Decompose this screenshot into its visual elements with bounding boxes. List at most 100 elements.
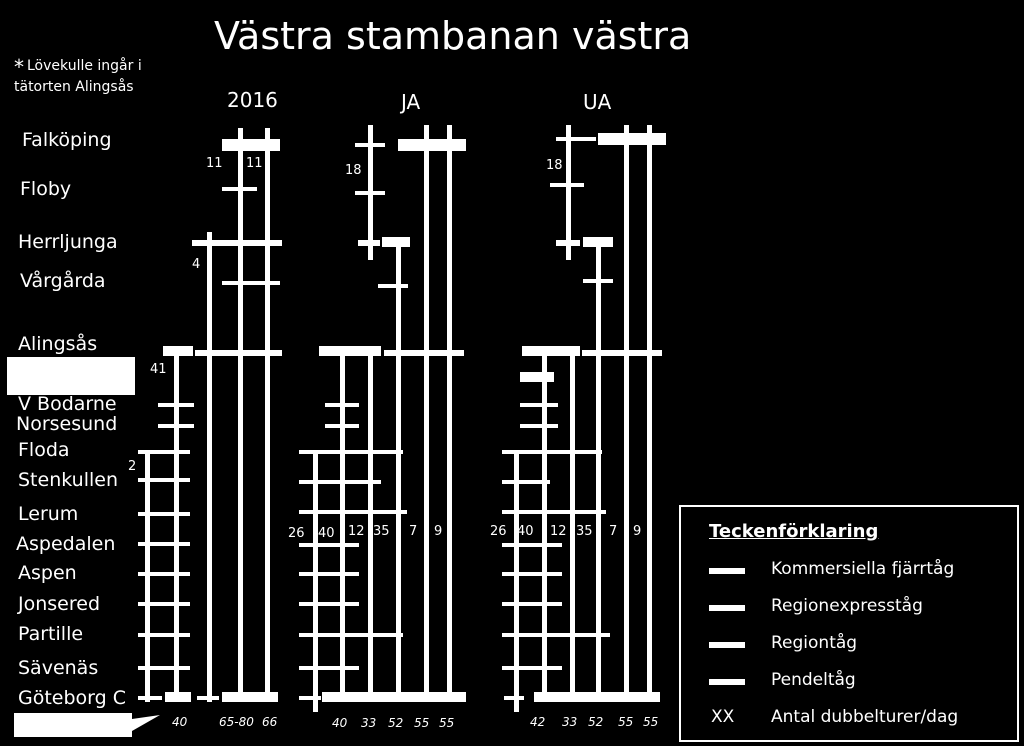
- station-label: Vårgårda: [20, 270, 106, 292]
- count-label: 9: [633, 524, 642, 539]
- bottom-count: 65-80: [219, 715, 254, 729]
- station-label: Alingsås: [18, 333, 98, 355]
- legend-row: Pendeltåg: [681, 668, 1017, 696]
- pendel-line: [570, 350, 575, 702]
- bottom-count: 42: [530, 715, 546, 729]
- legend-swatch: [709, 679, 745, 685]
- legend-label: Pendeltåg: [771, 670, 856, 690]
- note-line-2: tätorten Alingsås: [14, 79, 134, 95]
- station-tick: [598, 133, 666, 145]
- diagram-title: Västra stambanan västra: [214, 14, 692, 58]
- station-tick: [222, 281, 280, 285]
- legend-label: Kommersiella fjärrtåg: [771, 559, 955, 579]
- count-label: 26: [288, 526, 305, 541]
- bottom-count: 55: [643, 715, 659, 729]
- legend-label: Antal dubbelturer/dag: [771, 707, 959, 727]
- station-tick: [520, 424, 558, 428]
- station-tick: [582, 350, 662, 356]
- bottom-count: 55: [414, 716, 430, 730]
- station-tick: [138, 602, 190, 606]
- bottom-count: 55: [439, 716, 455, 730]
- station-label: Norsesund: [16, 413, 118, 435]
- legend-row: Regiontåg: [681, 631, 1017, 659]
- station-tick: [502, 480, 550, 484]
- station-tick: [319, 346, 381, 356]
- regional-line: [566, 125, 571, 260]
- count-label: 26: [490, 524, 507, 539]
- station-tick: [299, 602, 359, 606]
- station-tick: [299, 666, 359, 670]
- count-label: 7: [409, 524, 418, 539]
- station-tick: [358, 240, 380, 246]
- station-label: V Bodarne: [18, 393, 117, 415]
- station-tick: [556, 240, 580, 246]
- count-label: 40: [517, 524, 534, 539]
- regional-line: [207, 232, 212, 702]
- station-tick: [502, 450, 602, 454]
- pendel-line: [542, 350, 547, 702]
- station-tick: [299, 510, 407, 514]
- station-tick: [158, 424, 194, 428]
- station-tick: [138, 696, 162, 700]
- station-label: Partille: [18, 623, 84, 645]
- station-tick: [222, 692, 278, 702]
- station-tick: [556, 137, 596, 141]
- station-tick: [502, 572, 562, 576]
- legend-swatch: [709, 605, 745, 611]
- station-label: Sävenäs: [18, 657, 99, 679]
- count-label: 12: [550, 524, 567, 539]
- station-tick: [222, 139, 280, 151]
- count-label: 18: [345, 163, 362, 178]
- bottom-count: 40: [332, 716, 348, 730]
- pendel-line: [514, 450, 519, 712]
- station-label: Lerum: [18, 503, 79, 525]
- regional-line: [396, 240, 401, 702]
- station-tick: [504, 696, 524, 700]
- bottom-count: 52: [388, 716, 404, 730]
- station-tick: [197, 696, 219, 700]
- pendel-line: [340, 350, 345, 702]
- count-label: 12: [348, 524, 365, 539]
- station-tick: [138, 542, 190, 546]
- count-label: 35: [373, 524, 390, 539]
- legend-xx-symbol: XX: [711, 707, 735, 727]
- fjarr-line: [624, 125, 629, 702]
- fjarr-line: [647, 125, 652, 702]
- station-tick: [299, 633, 403, 637]
- station-tick: [520, 372, 554, 382]
- station-tick: [522, 346, 580, 356]
- pendel-line: [368, 350, 373, 702]
- bottom-count: 52: [588, 715, 604, 729]
- station-label: Floda: [18, 439, 70, 461]
- station-tick: [520, 403, 558, 407]
- station-label: Falköping: [22, 129, 112, 151]
- bottom-count: 40: [172, 715, 188, 729]
- station-tick: [583, 237, 613, 247]
- bottom-count: 66: [262, 715, 278, 729]
- legend-swatch: [709, 568, 745, 574]
- legend-label: Regiontåg: [771, 633, 858, 653]
- station-label: Stenkullen: [18, 469, 118, 491]
- fjarr-line: [447, 125, 452, 702]
- station-tick: [138, 666, 190, 670]
- count-label: 4: [192, 257, 201, 272]
- column-heading-ja: JA: [401, 90, 421, 114]
- bottom-count: 55: [618, 715, 634, 729]
- station-tick: [502, 510, 606, 514]
- train-line-diagram: [138, 125, 666, 712]
- station-tick: [138, 450, 190, 454]
- station-label: Jonsered: [18, 593, 101, 615]
- fjarr-line: [424, 125, 429, 702]
- station-label: Aspedalen: [16, 533, 116, 555]
- station-tick: [355, 191, 385, 195]
- column-heading-2016: 2016: [227, 88, 278, 112]
- legend-box: Teckenförklaring Kommersiella fjärrtåg R…: [679, 505, 1019, 742]
- bottom-count: 33: [361, 716, 377, 730]
- note-line-1: Lövekulle ingår i: [27, 58, 142, 74]
- pendel-line: [313, 450, 318, 712]
- station-tick: [165, 692, 191, 702]
- station-tick: [299, 696, 321, 700]
- count-label: 41: [150, 362, 167, 377]
- station-label: Aspen: [18, 562, 77, 584]
- legend-row: Kommersiella fjärrtåg: [681, 557, 1017, 585]
